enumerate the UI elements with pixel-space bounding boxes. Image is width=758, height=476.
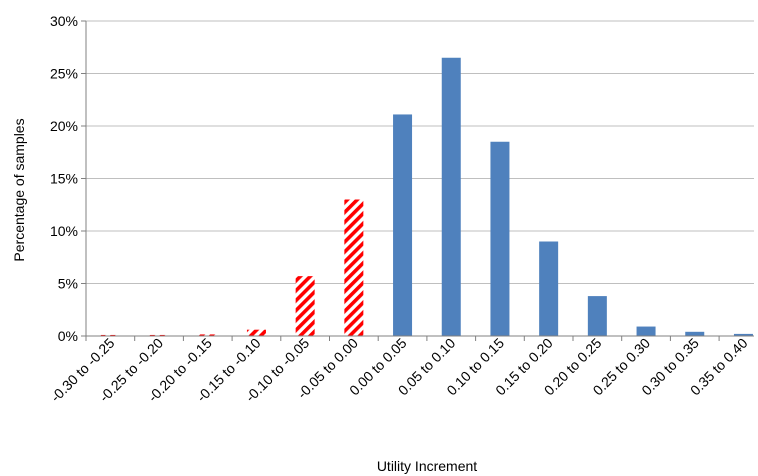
bar-negative (246, 329, 266, 336)
bar-negative (100, 334, 120, 336)
y-tick-label: 0% (58, 328, 78, 344)
y-tick-label: 10% (50, 223, 78, 239)
x-axis-title: Utility Increment (377, 458, 477, 474)
gridlines (81, 20, 754, 341)
y-tick-label: 15% (50, 171, 78, 187)
bar-negative (344, 199, 364, 336)
bar-negative (295, 276, 315, 336)
bar-positive (441, 57, 461, 336)
bar-positive (685, 331, 705, 336)
bar-positive (539, 241, 559, 336)
axes (85, 21, 754, 337)
y-tick-label: 20% (50, 118, 78, 134)
y-tick-label: 30% (50, 13, 78, 29)
y-tick-labels: 0% 5% 10% 15% 20% 25% 30% (50, 13, 78, 344)
bar-positive (636, 326, 656, 336)
y-tick-label: 25% (50, 66, 78, 82)
bar-positive (393, 114, 413, 336)
y-axis-title: Percentage of samples (11, 118, 27, 261)
bar-negative (149, 334, 169, 336)
x-tick-labels: -0.30 to -0.25-0.25 to -0.20-0.20 to -0.… (47, 335, 750, 405)
bar-positive (733, 333, 753, 336)
bar-positive (587, 296, 607, 336)
bars (100, 57, 753, 336)
bar-negative (198, 334, 218, 336)
bar-positive (490, 141, 510, 336)
y-tick-label: 5% (58, 276, 78, 292)
